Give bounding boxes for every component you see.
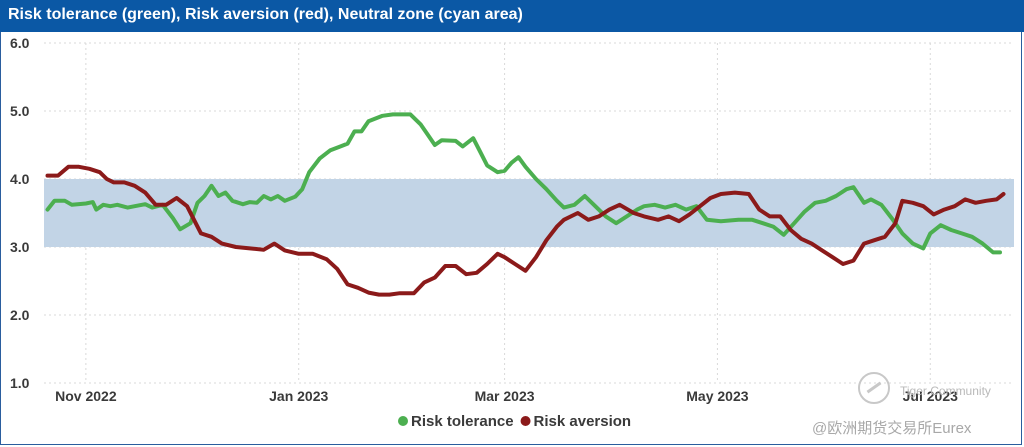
x-tick-label: Nov 2022 [55, 388, 117, 404]
y-tick-label: 2.0 [10, 307, 30, 323]
legend-label: Risk tolerance [411, 413, 514, 430]
y-tick-label: 6.0 [10, 35, 30, 51]
x-tick-label: Jan 2023 [269, 388, 328, 404]
x-tick-label: May 2023 [686, 388, 748, 404]
chart-header: Risk tolerance (green), Risk aversion (r… [0, 0, 1024, 32]
legend: Risk tolerance Risk aversion [398, 413, 631, 430]
series-layer [45, 112, 1006, 297]
watermark-logo-icon [858, 372, 890, 404]
watermark-brand: Tiger Community [900, 384, 991, 398]
watermark-handle: @欧洲期货交易所Eurex [812, 420, 972, 437]
y-tick-label: 3.0 [10, 239, 30, 255]
tick-layer: 1.0 2.0 3.0 4.0 5.0 6.0 Nov 2022 Jan 2023 Mar 20… [10, 35, 958, 404]
legend-label: Risk aversion [534, 413, 632, 430]
y-tick-label: 5.0 [10, 103, 30, 119]
x-tick-label: Jul 2023 [903, 388, 958, 404]
y-tick-label: 1.0 [10, 375, 30, 391]
risk-tolerance-line [45, 112, 1002, 255]
risk-aversion-line [45, 164, 1006, 297]
y-tick-label: 4.0 [10, 171, 30, 187]
x-tick-label: Mar 2023 [475, 388, 535, 404]
legend-marker [520, 416, 531, 426]
legend-marker [398, 416, 408, 426]
chart-title: Risk tolerance (green), Risk aversion (r… [8, 6, 523, 23]
